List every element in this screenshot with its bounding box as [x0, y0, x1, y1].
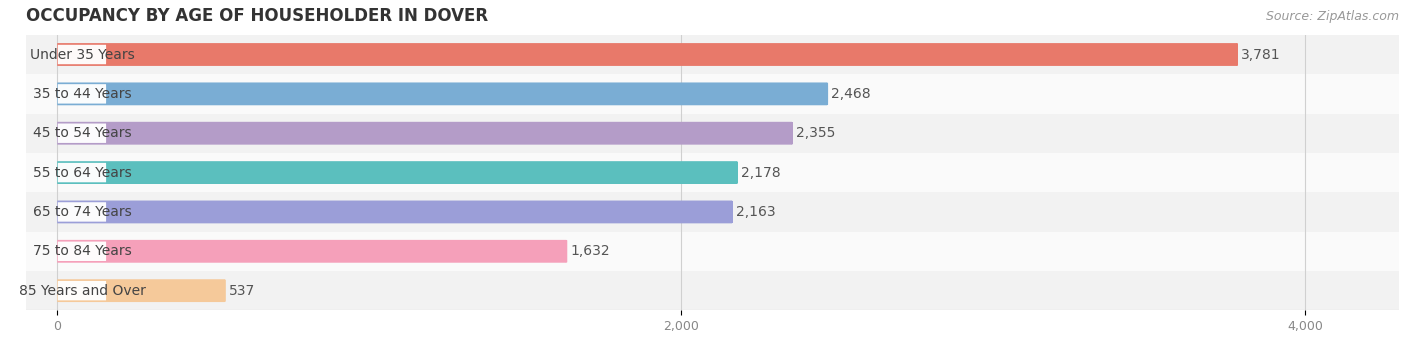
Text: OCCUPANCY BY AGE OF HOUSEHOLDER IN DOVER: OCCUPANCY BY AGE OF HOUSEHOLDER IN DOVER [25, 7, 488, 25]
Text: 75 to 84 Years: 75 to 84 Years [32, 244, 131, 258]
FancyBboxPatch shape [58, 83, 827, 105]
Text: 55 to 64 Years: 55 to 64 Years [32, 166, 131, 180]
Text: 2,355: 2,355 [796, 126, 835, 140]
Text: 35 to 44 Years: 35 to 44 Years [32, 87, 131, 101]
FancyBboxPatch shape [58, 281, 105, 300]
Text: 3,781: 3,781 [1241, 48, 1281, 62]
Text: 2,178: 2,178 [741, 166, 780, 180]
Text: 2,163: 2,163 [735, 205, 776, 219]
Text: Under 35 Years: Under 35 Years [30, 48, 135, 62]
FancyBboxPatch shape [58, 240, 567, 263]
Text: Source: ZipAtlas.com: Source: ZipAtlas.com [1265, 10, 1399, 23]
FancyBboxPatch shape [58, 43, 1237, 66]
Bar [25, 74, 1399, 114]
Bar [25, 114, 1399, 153]
Bar [25, 192, 1399, 232]
Text: 537: 537 [229, 284, 254, 298]
Text: 65 to 74 Years: 65 to 74 Years [32, 205, 131, 219]
Bar [25, 153, 1399, 192]
Text: 45 to 54 Years: 45 to 54 Years [32, 126, 131, 140]
FancyBboxPatch shape [58, 122, 792, 144]
FancyBboxPatch shape [58, 279, 225, 302]
FancyBboxPatch shape [58, 123, 105, 143]
FancyBboxPatch shape [58, 201, 733, 223]
Text: 85 Years and Over: 85 Years and Over [18, 284, 145, 298]
Text: 2,468: 2,468 [831, 87, 870, 101]
FancyBboxPatch shape [58, 163, 105, 182]
FancyBboxPatch shape [58, 161, 737, 184]
FancyBboxPatch shape [58, 202, 105, 222]
FancyBboxPatch shape [58, 242, 105, 261]
Bar [25, 232, 1399, 271]
Text: 1,632: 1,632 [571, 244, 610, 258]
FancyBboxPatch shape [58, 84, 105, 104]
Bar [25, 35, 1399, 74]
FancyBboxPatch shape [58, 45, 105, 64]
Bar [25, 271, 1399, 310]
